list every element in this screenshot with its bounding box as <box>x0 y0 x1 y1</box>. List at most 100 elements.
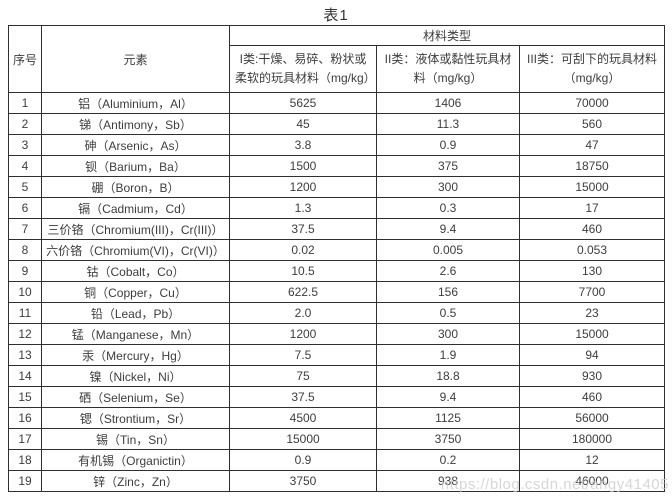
element-name: 三价铬（Chromium(III)，Cr(III)） <box>41 218 230 240</box>
value-category-3: 47 <box>519 134 665 156</box>
value-category-3: 460 <box>519 386 665 408</box>
value-category-2: 1406 <box>376 92 520 114</box>
value-category-3: 12 <box>519 449 665 471</box>
row-number: 2 <box>8 113 42 135</box>
value-category-1: 15000 <box>229 428 377 450</box>
value-category-2: 300 <box>376 176 520 198</box>
element-name: 镉（Cadmium，Cd） <box>41 197 230 219</box>
row-number: 4 <box>8 155 42 177</box>
value-category-3: 70000 <box>519 92 665 114</box>
value-category-1: 5625 <box>229 92 377 114</box>
value-category-1: 622.5 <box>229 281 377 303</box>
table-row: 19 锌（Zinc，Zn） 3750 938 46000 <box>8 470 665 492</box>
value-category-2: 0.005 <box>376 239 520 261</box>
table-row: 14 镍（Nickel，Ni） 75 18.8 930 <box>8 365 665 387</box>
element-name: 硼（Boron，B） <box>41 176 230 198</box>
table-row: 8 六价铬（Chromium(VI)，Cr(VI)） 0.02 0.005 0.053 <box>8 239 665 261</box>
value-category-1: 1200 <box>229 323 377 345</box>
header-serial: 序号 <box>8 25 42 93</box>
value-category-3: 460 <box>519 218 665 240</box>
row-number: 10 <box>8 281 42 303</box>
table-body: 1 铝（Aluminium，Al） 5625 1406 70000 2 锑（Antimony… <box>8 92 665 492</box>
element-name: 锡（Tin，Sn） <box>41 428 230 450</box>
value-category-1: 10.5 <box>229 260 377 282</box>
table-row: 6 镉（Cadmium，Cd） 1.3 0.3 17 <box>8 197 665 219</box>
row-number: 12 <box>8 323 42 345</box>
element-name: 砷（Arsenic，As） <box>41 134 230 156</box>
value-category-2: 9.4 <box>376 218 520 240</box>
table-row: 18 有机锡（Organictin） 0.9 0.2 12 <box>8 449 665 471</box>
table-row: 4 钡（Barium，Ba） 1500 375 18750 <box>8 155 665 177</box>
value-category-3: 17 <box>519 197 665 219</box>
value-category-1: 37.5 <box>229 218 377 240</box>
row-number: 15 <box>8 386 42 408</box>
value-category-2: 375 <box>376 155 520 177</box>
value-category-1: 3.8 <box>229 134 377 156</box>
value-category-2: 1125 <box>376 407 520 429</box>
value-category-2: 3750 <box>376 428 520 450</box>
element-name: 铝（Aluminium，Al） <box>41 92 230 114</box>
value-category-1: 7.5 <box>229 344 377 366</box>
header-category-2: II类：液体或黏性玩具材料（mg/kg） <box>376 45 520 93</box>
value-category-1: 1.3 <box>229 197 377 219</box>
row-number: 8 <box>8 239 42 261</box>
table-row: 9 钴（Cobalt，Co） 10.5 2.6 130 <box>8 260 665 282</box>
header-category-3: III类：可刮下的玩具材料（mg/kg） <box>519 45 665 93</box>
value-category-3: 94 <box>519 344 665 366</box>
element-name: 锑（Antimony，Sb） <box>41 113 230 135</box>
value-category-3: 56000 <box>519 407 665 429</box>
row-number: 5 <box>8 176 42 198</box>
element-name: 钡（Barium，Ba） <box>41 155 230 177</box>
table-row: 2 锑（Antimony，Sb） 45 11.3 560 <box>8 113 665 135</box>
value-category-2: 1.9 <box>376 344 520 366</box>
value-category-1: 3750 <box>229 470 377 492</box>
table-row: 17 锡（Tin，Sn） 15000 3750 180000 <box>8 428 665 450</box>
table-row: 13 汞（Mercury，Hg） 7.5 1.9 94 <box>8 344 665 366</box>
row-number: 16 <box>8 407 42 429</box>
value-category-2: 0.5 <box>376 302 520 324</box>
value-category-2: 2.6 <box>376 260 520 282</box>
element-name: 锌（Zinc，Zn） <box>41 470 230 492</box>
table-header: 序号 元素 材料类型 I类:干燥、易碎、粉状或柔软的玩具材料（mg/kg） II… <box>8 25 665 93</box>
row-number: 3 <box>8 134 42 156</box>
element-name: 镍（Nickel，Ni） <box>41 365 230 387</box>
element-name: 钴（Cobalt，Co） <box>41 260 230 282</box>
table-row: 5 硼（Boron，B） 1200 300 15000 <box>8 176 665 198</box>
element-name: 硒（Selenium，Se） <box>41 386 230 408</box>
table-row: 1 铝（Aluminium，Al） 5625 1406 70000 <box>8 92 665 114</box>
value-category-2: 18.8 <box>376 365 520 387</box>
header-row-categories: I类:干燥、易碎、粉状或柔软的玩具材料（mg/kg） II类：液体或黏性玩具材料… <box>9 45 665 93</box>
value-category-2: 9.4 <box>376 386 520 408</box>
value-category-2: 156 <box>376 281 520 303</box>
value-category-2: 0.2 <box>376 449 520 471</box>
table-title: 表1 <box>323 7 349 24</box>
value-category-3: 46000 <box>519 470 665 492</box>
value-category-2: 938 <box>376 470 520 492</box>
table-row: 15 硒（Selenium，Se） 37.5 9.4 460 <box>8 386 665 408</box>
value-category-1: 45 <box>229 113 377 135</box>
value-category-3: 7700 <box>519 281 665 303</box>
migration-limits-table: 序号 元素 材料类型 I类:干燥、易碎、粉状或柔软的玩具材料（mg/kg） II… <box>8 25 665 492</box>
element-name: 铅（Lead，Pb） <box>41 302 230 324</box>
row-number: 18 <box>8 449 42 471</box>
value-category-3: 15000 <box>519 323 665 345</box>
value-category-1: 1500 <box>229 155 377 177</box>
value-category-3: 18750 <box>519 155 665 177</box>
element-name: 锰（Manganese，Mn） <box>41 323 230 345</box>
row-number: 7 <box>8 218 42 240</box>
row-number: 19 <box>8 470 42 492</box>
value-category-1: 4500 <box>229 407 377 429</box>
table-row: 11 铅（Lead，Pb） 2.0 0.5 23 <box>8 302 665 324</box>
row-number: 14 <box>8 365 42 387</box>
table-row: 10 铜（Copper，Cu） 622.5 156 7700 <box>8 281 665 303</box>
value-category-1: 2.0 <box>229 302 377 324</box>
row-number: 9 <box>8 260 42 282</box>
value-category-2: 0.3 <box>376 197 520 219</box>
header-material-type: 材料类型 <box>229 25 665 46</box>
table-row: 16 锶（Strontium，Sr） 4500 1125 56000 <box>8 407 665 429</box>
row-number: 17 <box>8 428 42 450</box>
value-category-2: 0.9 <box>376 134 520 156</box>
element-name: 汞（Mercury，Hg） <box>41 344 230 366</box>
value-category-2: 11.3 <box>376 113 520 135</box>
